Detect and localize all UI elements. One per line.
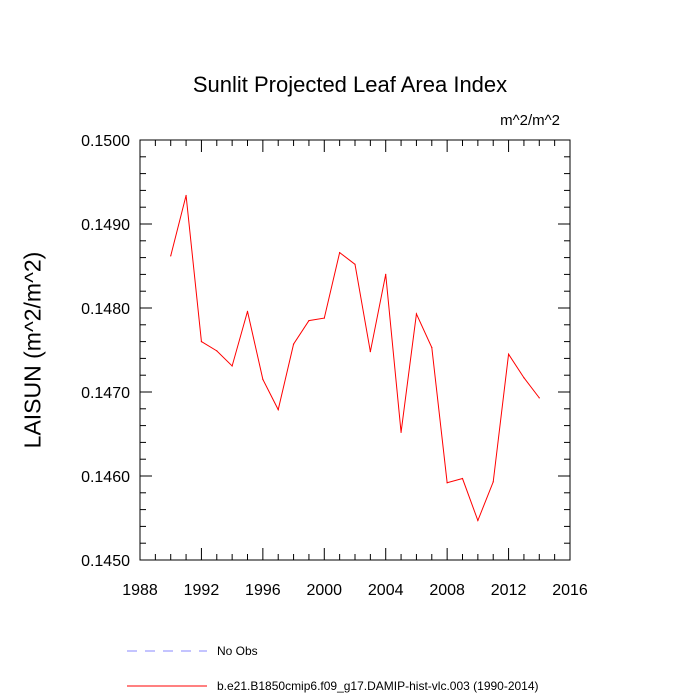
data-point bbox=[369, 351, 371, 353]
x-tick-label: 1988 bbox=[122, 582, 158, 599]
x-tick-label: 2000 bbox=[306, 582, 342, 599]
data-point bbox=[446, 482, 448, 484]
data-point bbox=[477, 519, 479, 522]
plot-frame bbox=[139, 139, 571, 561]
data-point bbox=[308, 320, 310, 322]
x-tick-label: 2008 bbox=[429, 582, 465, 599]
data-points bbox=[170, 194, 540, 522]
units-label: m^2/m^2 bbox=[500, 112, 560, 129]
data-point bbox=[507, 353, 510, 355]
data-point bbox=[246, 310, 249, 312]
x-tick-label: 2016 bbox=[552, 582, 588, 599]
x-tick-label: 2012 bbox=[491, 582, 527, 599]
data-point bbox=[277, 409, 279, 411]
x-tick-label: 1992 bbox=[184, 582, 220, 599]
data-point bbox=[292, 343, 295, 345]
data-point bbox=[461, 477, 464, 480]
y-tick-label: 0.1490 bbox=[81, 217, 130, 234]
minor-ticks bbox=[140, 140, 570, 560]
data-point bbox=[216, 350, 218, 352]
data-point bbox=[185, 194, 187, 197]
y-tick-label: 0.1460 bbox=[81, 469, 130, 486]
data-point bbox=[538, 397, 540, 399]
y-tick-label: 0.1500 bbox=[81, 133, 130, 150]
data-point bbox=[385, 273, 387, 275]
data-point bbox=[170, 255, 172, 257]
data-point bbox=[431, 346, 433, 349]
y-tick-label: 0.1480 bbox=[81, 301, 130, 318]
data-point bbox=[492, 481, 494, 483]
data-point bbox=[339, 251, 341, 254]
legend-label-model: b.e21.B1850cmip6.f09_g17.DAMIP-hist-vlc.… bbox=[217, 679, 539, 693]
x-tick-label: 2004 bbox=[368, 582, 404, 599]
data-point bbox=[231, 365, 233, 367]
data-point bbox=[400, 431, 402, 433]
data-point bbox=[415, 313, 418, 315]
chart-title: Sunlit Projected Leaf Area Index bbox=[192, 72, 508, 97]
data-point bbox=[200, 341, 203, 343]
x-tick-label: 1996 bbox=[245, 582, 281, 599]
major-ticks bbox=[139, 139, 571, 561]
data-point bbox=[523, 377, 525, 379]
y-tick-label: 0.1450 bbox=[81, 553, 130, 570]
x-tick-labels: 1988 1992 1996 2000 2004 2008 2012 2016 bbox=[122, 582, 588, 599]
series-line bbox=[170, 195, 540, 522]
y-tick-labels: 0.1450 0.1460 0.1470 0.1480 0.1490 0.1500 bbox=[81, 133, 130, 570]
legend-label-no-obs: No Obs bbox=[217, 644, 258, 658]
data-point bbox=[354, 263, 356, 265]
data-point bbox=[262, 378, 264, 380]
y-tick-label: 0.1470 bbox=[81, 385, 130, 402]
y-axis-label: LAISUN (m^2/m^2) bbox=[19, 251, 46, 449]
data-point bbox=[323, 317, 325, 319]
